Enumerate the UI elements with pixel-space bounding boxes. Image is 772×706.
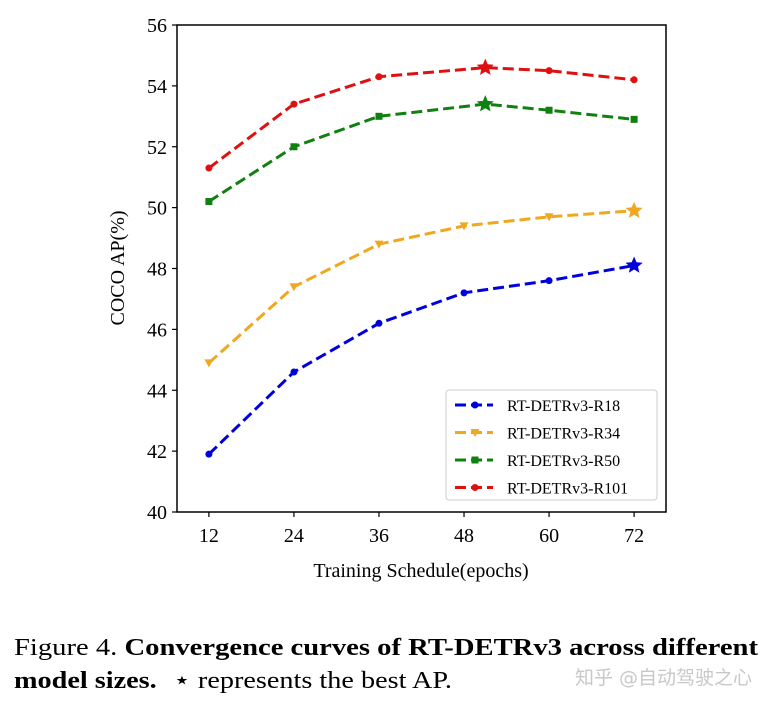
legend-entry: RT-DETRv3-R101 (455, 481, 628, 498)
plot-marks (204, 58, 643, 458)
series-line (207, 66, 635, 170)
legend-entry: RT-DETRv3-R50 (455, 453, 620, 470)
best-ap-star-marker (625, 256, 643, 273)
data-point (630, 76, 638, 84)
x-axis-label: Training Schedule(epochs) (313, 560, 528, 582)
data-point (545, 106, 553, 114)
y-tick-label: 54 (147, 76, 167, 98)
y-tick-label: 44 (147, 380, 167, 402)
data-point (545, 277, 553, 285)
y-tick-label: 52 (147, 137, 167, 159)
legend-label: RT-DETRv3-R50 (507, 453, 620, 470)
y-axis-label: COCO AP(%) (107, 210, 129, 325)
legend-label: RT-DETRv3-R18 (507, 398, 620, 415)
caption-rest: represents the best AP. (198, 668, 452, 694)
y-tick-label: 56 (147, 15, 167, 37)
y-tick-label: 46 (147, 319, 167, 341)
series-line (207, 209, 635, 365)
series-rt-detrv3-r50 (205, 95, 638, 206)
x-tick-label: 36 (369, 525, 389, 547)
y-tick-label: 48 (147, 259, 167, 281)
y-tick-label: 40 (147, 502, 167, 524)
legend: RT-DETRv3-R18 RT-DETRv3-R34 RT-DETRv3-R50 R… (445, 389, 658, 501)
axis-ticks: 12 24 36 48 60 72 40 42 44 46 48 50 52 54 56 (147, 15, 644, 547)
data-point (545, 67, 553, 75)
caption-bold-1: Convergence curves of RT-DETRv3 across d… (124, 635, 758, 661)
data-point (544, 213, 554, 222)
data-point (290, 368, 298, 376)
x-tick-label: 12 (199, 525, 219, 547)
y-tick-label: 50 (147, 198, 167, 220)
best-ap-star-marker (476, 58, 494, 75)
x-tick-label: 48 (454, 525, 474, 547)
data-point (205, 164, 213, 172)
best-ap-star-marker (625, 201, 643, 218)
caption-line-2: model sizes. ⋆ represents the best AP. (14, 668, 452, 694)
data-point (374, 240, 384, 249)
legend-box (445, 389, 658, 501)
legend-label: RT-DETRv3-R101 (507, 481, 628, 498)
data-point (290, 143, 298, 151)
x-tick-label: 60 (539, 525, 559, 547)
series-rt-detrv3-r101 (205, 58, 638, 172)
caption-star: ⋆ (173, 668, 191, 694)
series-line (208, 102, 635, 203)
best-ap-star-marker (476, 95, 494, 112)
data-point (459, 222, 469, 231)
legend-label: RT-DETRv3-R34 (507, 426, 620, 443)
data-point (289, 283, 299, 292)
x-tick-label: 24 (284, 525, 304, 547)
y-tick-label: 42 (147, 441, 167, 463)
legend-swatch-marker (471, 401, 479, 409)
data-point (290, 100, 298, 108)
data-point (204, 359, 214, 368)
caption-label: Figure 4. (14, 635, 117, 661)
legend-entry: RT-DETRv3-R34 (455, 426, 620, 443)
data-point (205, 450, 213, 458)
series-rt-detrv3-r18 (205, 256, 643, 458)
data-point (205, 198, 213, 206)
legend-swatch-marker (471, 484, 479, 491)
x-tick-label: 72 (624, 525, 644, 547)
series-line (207, 264, 635, 456)
legend-swatch-marker (471, 456, 479, 464)
caption-line-1: Figure 4. Convergence curves of RT-DETRv… (14, 635, 758, 661)
legend-entry: RT-DETRv3-R18 (455, 398, 620, 415)
data-point (630, 115, 638, 123)
data-point (375, 73, 383, 81)
data-point (460, 289, 468, 297)
watermark: 知乎 @自动驾驶之心 (575, 667, 752, 689)
data-point (375, 112, 383, 120)
series-rt-detrv3-r34 (204, 201, 643, 368)
caption-bold-2: model sizes. (14, 668, 157, 694)
legend-swatch-marker (470, 429, 480, 437)
data-point (375, 319, 383, 327)
